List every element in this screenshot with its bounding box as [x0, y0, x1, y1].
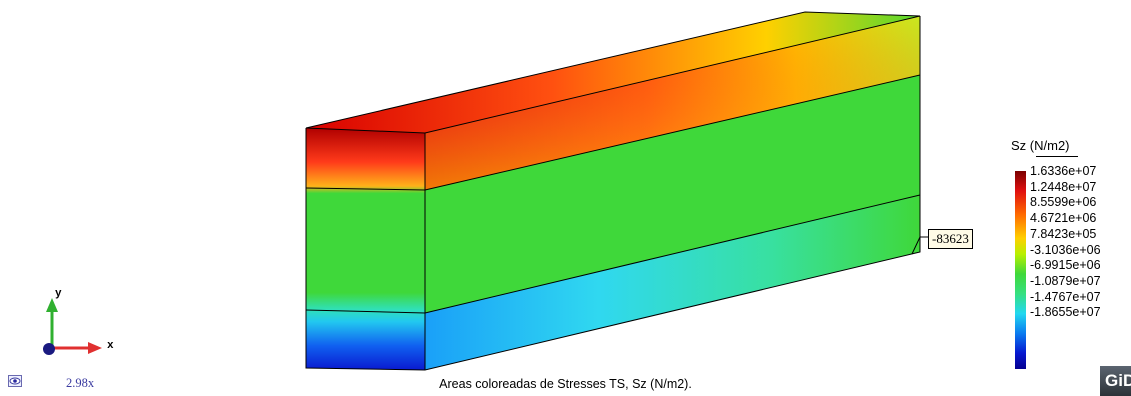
legend-value: 7.8423e+05 — [1030, 226, 1097, 241]
legend-title-underline — [1036, 156, 1078, 157]
x-axis-arrow-icon — [88, 342, 102, 354]
legend-value: -1.8655e+07 — [1030, 305, 1101, 320]
view-caption: Areas coloreadas de Stresses TS, Sz (N/m… — [439, 377, 692, 391]
z-axis-dot-icon — [43, 343, 55, 355]
legend-value: 1.2448e+07 — [1030, 179, 1097, 194]
beam-side-top-band-overlay — [425, 16, 920, 190]
beam-edges — [305, 11, 921, 371]
legend-value: -3.1036e+06 — [1030, 242, 1101, 257]
beam-top-face[interactable] — [306, 12, 920, 133]
legend-value: 1.6336e+07 — [1030, 164, 1097, 178]
legend-values: 1.6336e+07 1.2448e+07 8.5599e+06 4.6721e… — [1030, 164, 1101, 321]
eye-icon[interactable] — [8, 375, 22, 387]
axes-triad — [43, 298, 102, 355]
node-value-label[interactable]: -83623 — [928, 229, 973, 249]
beam-model[interactable] — [305, 11, 928, 371]
legend-color-bar — [1015, 171, 1026, 369]
value-label-leader — [911, 236, 928, 255]
y-axis-arrow-icon — [46, 298, 58, 312]
y-axis-label: y — [55, 288, 62, 300]
legend-value: -1.4767e+07 — [1030, 289, 1101, 304]
x-axis-label: x — [107, 340, 114, 352]
legend-value: -1.0879e+07 — [1030, 273, 1101, 288]
legend-value: 4.6721e+06 — [1030, 211, 1097, 226]
legend-value: -6.9915e+06 — [1030, 258, 1101, 273]
legend-value: 8.5599e+06 — [1030, 195, 1097, 210]
zoom-level: 2.98x — [66, 376, 95, 390]
beam-side-bottom-band — [425, 195, 920, 370]
legend-title: Sz (N/m2) — [1011, 138, 1070, 153]
gid-logo: GiD — [1100, 366, 1131, 396]
beam-front-face[interactable] — [306, 128, 425, 370]
